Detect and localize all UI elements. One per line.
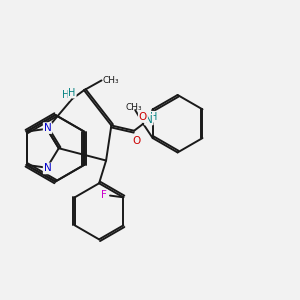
Text: N: N [44, 164, 51, 173]
Text: F: F [101, 190, 107, 200]
Text: N: N [145, 115, 153, 124]
Text: H: H [68, 88, 76, 98]
Text: CH₃: CH₃ [103, 76, 119, 85]
Text: O: O [133, 136, 141, 146]
Text: CH₃: CH₃ [125, 103, 142, 112]
Text: N: N [44, 123, 51, 133]
Text: H: H [62, 90, 70, 100]
Text: H: H [150, 112, 158, 122]
Text: O: O [139, 112, 147, 122]
